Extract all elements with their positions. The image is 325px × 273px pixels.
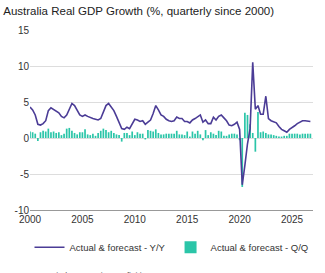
svg-text:2015: 2015 (176, 214, 199, 225)
svg-text:Australia Real GDP Growth (%,: Australia Real GDP Growth (%, quarterly … (3, 5, 274, 17)
svg-text:5: 5 (23, 97, 29, 108)
svg-text:15: 15 (18, 25, 30, 36)
svg-text:2025: 2025 (281, 214, 304, 225)
svg-text:10: 10 (18, 61, 30, 72)
svg-text:Actual & forecast - Q/Q: Actual & forecast - Q/Q (211, 242, 309, 253)
svg-text:-10: -10 (15, 205, 30, 216)
svg-text:2005: 2005 (71, 214, 94, 225)
svg-text:2020: 2020 (229, 214, 252, 225)
svg-text:-5: -5 (20, 169, 29, 180)
svg-text:0: 0 (23, 133, 29, 144)
svg-text:2000: 2000 (19, 214, 42, 225)
svg-text:Actual & forecast - Y/Y: Actual & forecast - Y/Y (70, 242, 166, 253)
svg-text:Source: Capital Economics, Ref: Source: Capital Economics, Refinitiv. (9, 271, 148, 273)
svg-text:2010: 2010 (124, 214, 147, 225)
